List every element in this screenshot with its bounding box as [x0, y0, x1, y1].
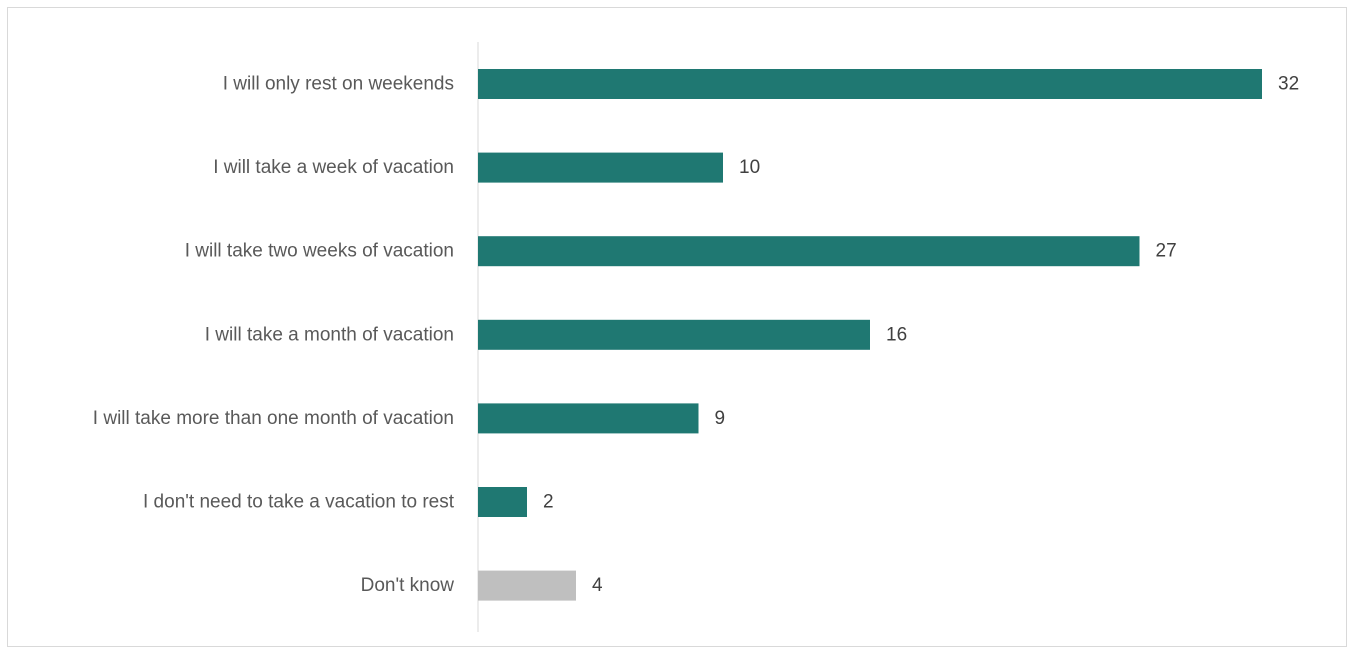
category-label-1: I will take a week of vacation — [213, 157, 454, 178]
category-labels-group: I will only rest on weekends I will take … — [93, 74, 455, 597]
bars-group — [478, 69, 1262, 601]
bar-2 — [478, 236, 1140, 267]
bar-4 — [478, 403, 699, 434]
value-label-3: 16 — [886, 324, 907, 345]
category-label-0: I will only rest on weekends — [223, 74, 454, 95]
category-label-4: I will take more than one month of vacat… — [93, 408, 454, 429]
bar-3 — [478, 319, 870, 350]
value-label-1: 10 — [739, 157, 760, 178]
category-label-3: I will take a month of vacation — [205, 324, 454, 345]
bar-5 — [478, 487, 527, 517]
value-label-2: 27 — [1156, 241, 1177, 262]
category-label-5: I don't need to take a vacation to rest — [143, 492, 455, 513]
value-label-4: 9 — [715, 408, 726, 429]
category-label-6: Don't know — [361, 575, 455, 596]
bar-0 — [478, 69, 1262, 99]
value-labels-group: 32 10 27 16 9 2 4 — [543, 74, 1299, 597]
bar-1 — [478, 152, 723, 183]
value-label-5: 2 — [543, 492, 554, 513]
value-label-0: 32 — [1278, 74, 1299, 95]
bar-6 — [478, 570, 576, 601]
category-label-2: I will take two weeks of vacation — [185, 241, 454, 262]
value-label-6: 4 — [592, 575, 603, 596]
